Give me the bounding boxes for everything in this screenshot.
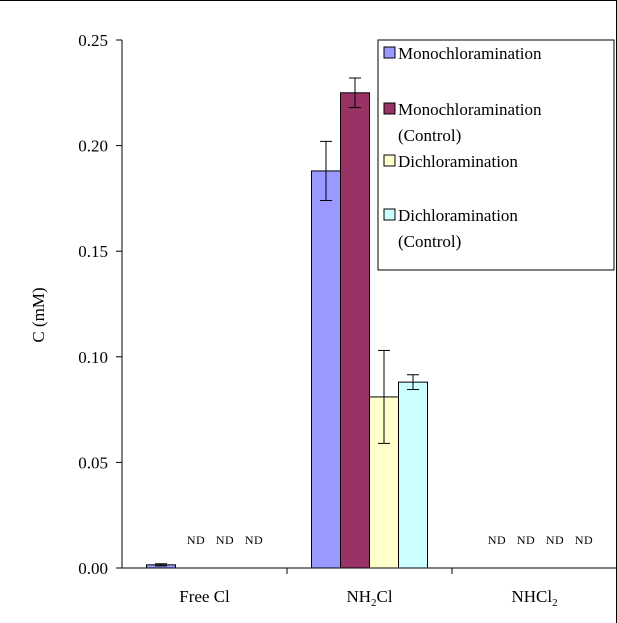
y-axis: 0.00 0.05 0.10 0.15 0.20 0.25 [78, 31, 123, 578]
bar [340, 92, 370, 569]
y-tick-label: 0.05 [78, 453, 108, 472]
bars [146, 77, 428, 569]
legend-swatch [383, 46, 396, 59]
nd-label: ND [575, 533, 593, 547]
x-tick-label: Free Cl [179, 587, 230, 606]
legend-swatch [383, 208, 396, 221]
x-tick-label: NH2Cl [346, 587, 392, 609]
bar [398, 381, 428, 569]
legend-label: Dichloramination [398, 152, 518, 171]
legend-swatch [383, 102, 396, 115]
nd-label: ND [488, 533, 506, 547]
x-axis: Free Cl NH2Cl NHCl2 [122, 567, 617, 609]
y-tick-label: 0.20 [78, 137, 108, 156]
nd-label: ND [546, 533, 564, 547]
bar [311, 170, 341, 569]
legend-label: Dichloramination [398, 206, 518, 225]
nd-label: ND [216, 533, 234, 547]
x-tick-label: NHCl2 [511, 587, 557, 609]
legend-label: Monochloramination [398, 100, 542, 119]
legend-label: Monochloramination [398, 44, 542, 63]
nd-labels: ND ND ND ND ND ND ND [187, 533, 593, 547]
legend-label: (Control) [398, 232, 461, 251]
y-axis-label: C (mM) [29, 287, 48, 342]
y-tick-label: 0.00 [78, 559, 108, 578]
y-tick-label: 0.25 [78, 31, 108, 50]
nd-label: ND [245, 533, 263, 547]
nd-label: ND [517, 533, 535, 547]
legend: Monochloramination Monochloramination (Con… [377, 39, 615, 271]
legend-box [377, 39, 615, 271]
y-tick-label: 0.10 [78, 348, 108, 367]
legend-label: (Control) [398, 126, 461, 145]
legend-swatch [383, 154, 396, 167]
nd-label: ND [187, 533, 205, 547]
y-tick-label: 0.15 [78, 242, 108, 261]
